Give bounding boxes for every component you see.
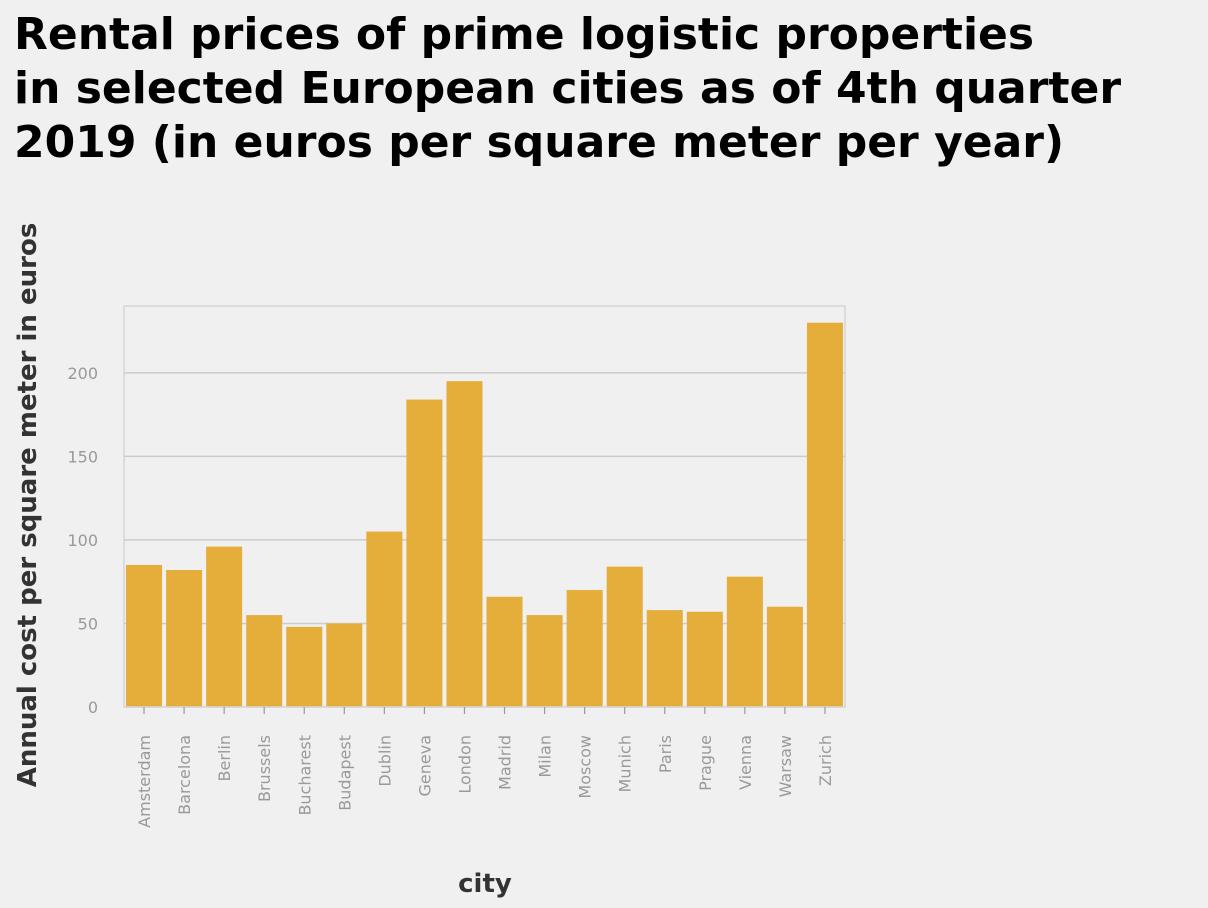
x-tick-label: Bucharest	[295, 735, 314, 816]
x-axis-title: city	[458, 869, 512, 899]
y-axis: 0 50 100 150 200	[67, 364, 98, 717]
chart-title-line-2: in selected European cities as of 4th qu…	[14, 63, 1122, 114]
bar	[686, 611, 723, 707]
y-tick-label: 100	[67, 531, 98, 550]
plot-area	[123, 305, 846, 708]
x-tick-label: Berlin	[215, 735, 234, 781]
bar	[606, 566, 643, 707]
x-tick-label: Madrid	[496, 735, 515, 790]
x-tick-label: Warsaw	[776, 735, 795, 797]
bar	[806, 322, 843, 707]
bar	[406, 399, 443, 707]
bar	[126, 564, 163, 707]
chart-title-line-3: 2019 (in euros per square meter per year…	[14, 117, 1065, 168]
bar	[526, 615, 563, 707]
bar	[246, 615, 283, 707]
x-tick-label: London	[455, 735, 474, 794]
chart-title: Rental prices of prime logistic properti…	[14, 8, 1204, 170]
y-tick-label: 0	[88, 698, 98, 717]
x-tick-label: Barcelona	[175, 735, 194, 815]
x-tick-label: Amsterdam	[135, 735, 154, 828]
x-tick-label: Milan	[536, 735, 555, 778]
bar	[326, 623, 363, 707]
y-tick-label: 150	[67, 447, 98, 466]
bar	[646, 610, 683, 707]
y-tick-label: 50	[78, 614, 98, 633]
x-tick-label: Moscow	[576, 735, 595, 799]
bar	[446, 381, 483, 707]
bar	[166, 569, 203, 707]
bar	[286, 626, 323, 707]
x-tick-label: Munich	[616, 735, 635, 792]
bar	[766, 606, 803, 707]
y-tick-label: 200	[67, 364, 98, 383]
bar	[726, 576, 763, 707]
bar	[366, 531, 403, 707]
bar	[206, 546, 243, 707]
y-axis-title: Annual cost per square meter in euros	[13, 223, 43, 788]
x-tick-label: Brussels	[255, 735, 274, 802]
bar	[486, 596, 523, 707]
x-tick-label: Zurich	[816, 735, 835, 786]
bar	[566, 590, 603, 707]
x-tick-label: Dublin	[375, 735, 394, 787]
x-tick-label: Budapest	[335, 735, 354, 811]
x-tick-label: Paris	[656, 735, 675, 773]
x-tick-label: Prague	[696, 735, 715, 791]
x-axis: Amsterdam Barcelona Berlin Brussels Buchares…	[135, 707, 835, 828]
x-tick-label: Vienna	[736, 735, 755, 790]
x-tick-label: Geneva	[415, 735, 434, 797]
chart-title-line-1: Rental prices of prime logistic properti…	[14, 9, 1035, 60]
